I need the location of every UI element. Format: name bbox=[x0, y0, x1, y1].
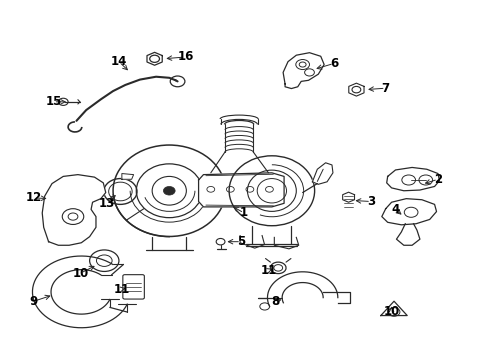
Text: 4: 4 bbox=[392, 203, 400, 216]
Polygon shape bbox=[313, 163, 333, 184]
Polygon shape bbox=[240, 235, 265, 248]
Polygon shape bbox=[283, 53, 324, 89]
Polygon shape bbox=[396, 224, 420, 245]
Text: 6: 6 bbox=[330, 57, 338, 70]
Circle shape bbox=[163, 186, 175, 195]
Text: 16: 16 bbox=[177, 50, 194, 63]
Polygon shape bbox=[382, 199, 437, 225]
Text: 8: 8 bbox=[271, 296, 279, 309]
Polygon shape bbox=[381, 301, 407, 316]
Polygon shape bbox=[274, 237, 299, 249]
Text: 12: 12 bbox=[26, 192, 42, 204]
Text: 10: 10 bbox=[384, 305, 400, 318]
Polygon shape bbox=[387, 167, 440, 191]
FancyBboxPatch shape bbox=[123, 275, 145, 299]
Text: 9: 9 bbox=[30, 295, 38, 308]
Text: 3: 3 bbox=[367, 195, 375, 208]
Polygon shape bbox=[198, 173, 284, 207]
Text: 13: 13 bbox=[99, 197, 115, 210]
Polygon shape bbox=[122, 174, 134, 179]
Text: 11: 11 bbox=[260, 264, 276, 277]
Text: 10: 10 bbox=[72, 267, 89, 280]
Polygon shape bbox=[42, 175, 106, 245]
Text: 11: 11 bbox=[114, 283, 130, 296]
Text: 14: 14 bbox=[111, 55, 127, 68]
Text: 2: 2 bbox=[434, 173, 442, 186]
Text: 1: 1 bbox=[240, 207, 248, 220]
Text: 15: 15 bbox=[45, 95, 62, 108]
Text: 7: 7 bbox=[382, 82, 390, 95]
Text: 5: 5 bbox=[237, 235, 245, 248]
